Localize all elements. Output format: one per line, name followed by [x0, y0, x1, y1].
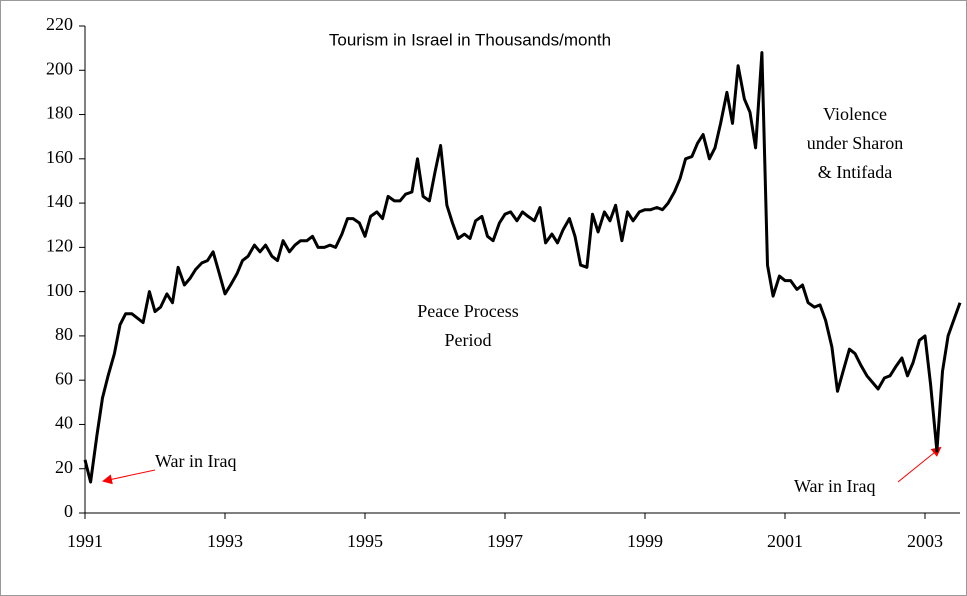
x-tick-label: 2003	[907, 531, 943, 551]
annotation: War in Iraq	[155, 451, 237, 471]
annotation: under Sharon	[807, 133, 903, 153]
y-tick-label: 100	[46, 280, 73, 300]
x-tick-label: 1993	[207, 531, 243, 551]
arrow	[102, 469, 156, 485]
y-tick-label: 220	[46, 14, 73, 34]
x-tick-label: 2001	[767, 531, 803, 551]
arrow	[897, 446, 942, 483]
y-tick-label: 40	[55, 413, 73, 433]
y-tick-label: 180	[46, 103, 73, 123]
x-tick-label: 1999	[627, 531, 663, 551]
annotation: Period	[445, 330, 492, 350]
chart-title: Tourism in Israel in Thousands/month	[329, 30, 611, 49]
x-tick-label: 1997	[487, 531, 523, 551]
line	[83, 51, 962, 484]
y-tick-label: 60	[55, 368, 73, 388]
y-tick-label: 80	[55, 324, 73, 344]
annotation: Peace Process	[417, 301, 518, 321]
x-tick-label: 1995	[347, 531, 383, 551]
y-tick-label: 120	[46, 235, 73, 255]
y-tick-label: 20	[55, 457, 73, 477]
annotation: & Intifada	[818, 162, 892, 182]
y-tick-label: 140	[46, 191, 73, 211]
y-tick-label: 200	[46, 58, 73, 78]
y-tick-label: 0	[64, 501, 73, 521]
x-tick-label: 1991	[67, 531, 103, 551]
annotation: War in Iraq	[794, 476, 876, 496]
annotation: Violence	[823, 104, 887, 124]
y-tick-label: 160	[46, 147, 73, 167]
